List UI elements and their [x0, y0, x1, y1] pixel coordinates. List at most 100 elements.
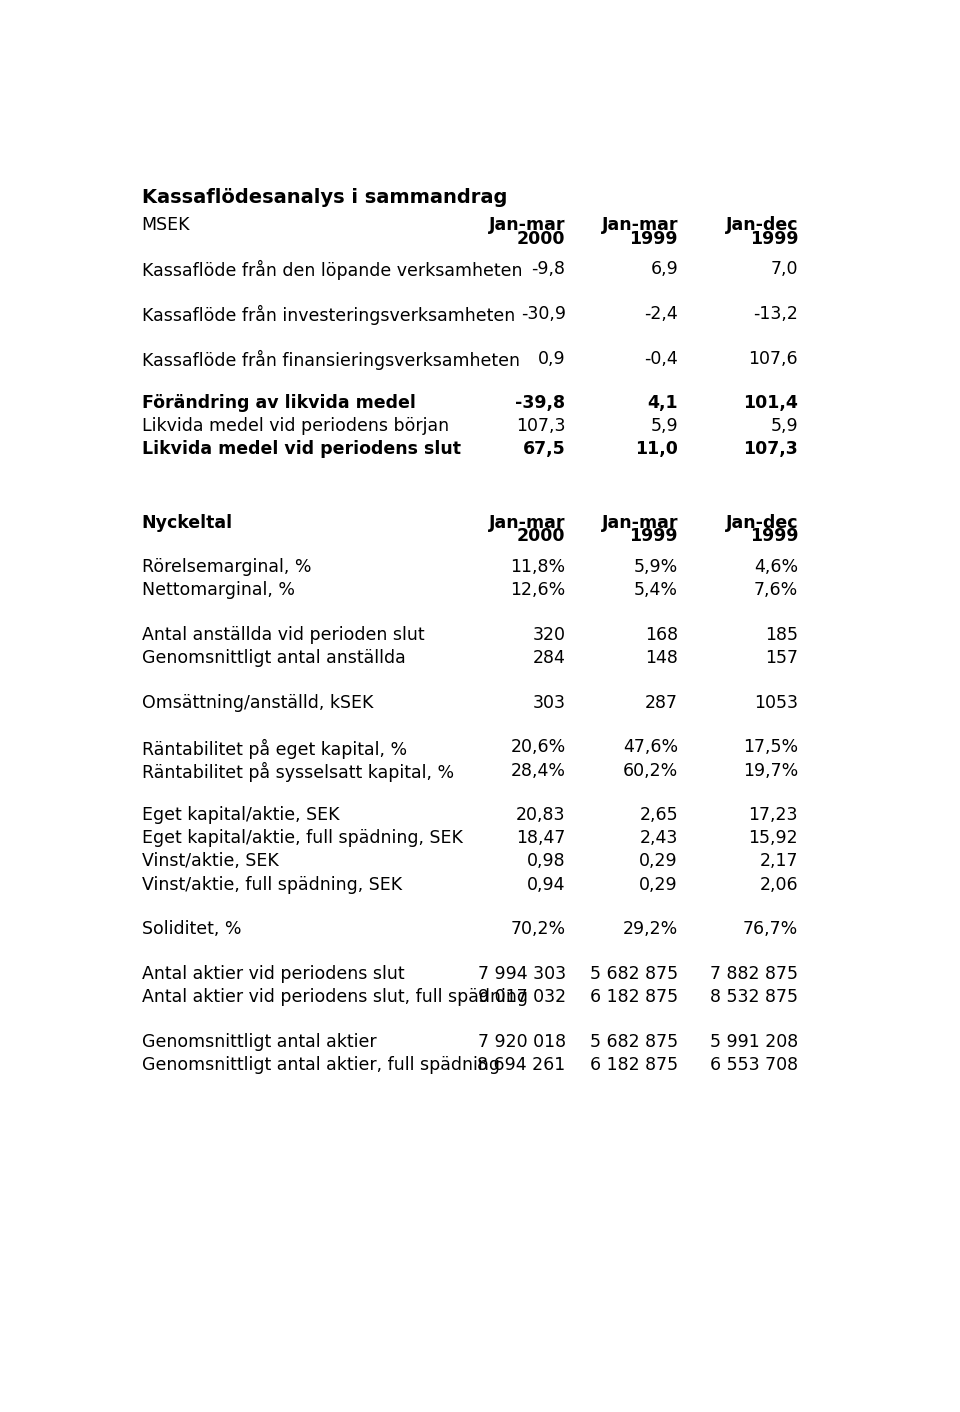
Text: 0,29: 0,29: [639, 853, 678, 870]
Text: 0,94: 0,94: [527, 875, 565, 894]
Text: 168: 168: [645, 626, 678, 644]
Text: 67,5: 67,5: [523, 441, 565, 459]
Text: 185: 185: [765, 626, 798, 644]
Text: Nyckeltal: Nyckeltal: [142, 514, 233, 532]
Text: Omsättning/anställd, kSEK: Omsättning/anställd, kSEK: [142, 693, 373, 712]
Text: 5,4%: 5,4%: [634, 582, 678, 599]
Text: Antal aktier vid periodens slut: Antal aktier vid periodens slut: [142, 964, 404, 983]
Text: 284: 284: [533, 650, 565, 666]
Text: Jan-mar: Jan-mar: [490, 216, 565, 233]
Text: 19,7%: 19,7%: [743, 761, 798, 779]
Text: 287: 287: [645, 693, 678, 712]
Text: Kassaflöde från den löpande verksamheten: Kassaflöde från den löpande verksamheten: [142, 260, 522, 281]
Text: 8 532 875: 8 532 875: [710, 988, 798, 1005]
Text: 6 182 875: 6 182 875: [589, 988, 678, 1005]
Text: Genomsnittligt antal anställda: Genomsnittligt antal anställda: [142, 650, 405, 666]
Text: 17,23: 17,23: [749, 806, 798, 825]
Text: Räntabilitet på eget kapital, %: Räntabilitet på eget kapital, %: [142, 738, 407, 758]
Text: Förändring av likvida medel: Förändring av likvida medel: [142, 394, 416, 412]
Text: 7 920 018: 7 920 018: [477, 1032, 565, 1051]
Text: 0,98: 0,98: [527, 853, 565, 870]
Text: 29,2%: 29,2%: [623, 921, 678, 938]
Text: Antal anställda vid perioden slut: Antal anställda vid perioden slut: [142, 626, 424, 644]
Text: Soliditet, %: Soliditet, %: [142, 921, 241, 938]
Text: Jan-mar: Jan-mar: [490, 514, 565, 532]
Text: Eget kapital/aktie, full spädning, SEK: Eget kapital/aktie, full spädning, SEK: [142, 829, 463, 847]
Text: Eget kapital/aktie, SEK: Eget kapital/aktie, SEK: [142, 806, 339, 825]
Text: 7 994 303: 7 994 303: [477, 964, 565, 983]
Text: 7,0: 7,0: [771, 260, 798, 278]
Text: 11,8%: 11,8%: [511, 558, 565, 576]
Text: 4,1: 4,1: [647, 394, 678, 412]
Text: 2000: 2000: [517, 230, 565, 247]
Text: 5 682 875: 5 682 875: [589, 964, 678, 983]
Text: 60,2%: 60,2%: [623, 761, 678, 779]
Text: 15,92: 15,92: [749, 829, 798, 847]
Text: MSEK: MSEK: [142, 216, 190, 233]
Text: 6 182 875: 6 182 875: [589, 1056, 678, 1073]
Text: 101,4: 101,4: [743, 394, 798, 412]
Text: 8 694 261: 8 694 261: [477, 1056, 565, 1073]
Text: 2000: 2000: [517, 528, 565, 545]
Text: 20,83: 20,83: [516, 806, 565, 825]
Text: -2,4: -2,4: [644, 305, 678, 323]
Text: 5,9: 5,9: [650, 418, 678, 435]
Text: 1999: 1999: [630, 528, 678, 545]
Text: Jan-mar: Jan-mar: [602, 514, 678, 532]
Text: 320: 320: [533, 626, 565, 644]
Text: 0,9: 0,9: [538, 350, 565, 367]
Text: 0,29: 0,29: [639, 875, 678, 894]
Text: 5 991 208: 5 991 208: [709, 1032, 798, 1051]
Text: Rörelsemarginal, %: Rörelsemarginal, %: [142, 558, 311, 576]
Text: Genomsnittligt antal aktier: Genomsnittligt antal aktier: [142, 1032, 376, 1051]
Text: Vinst/aktie, SEK: Vinst/aktie, SEK: [142, 853, 278, 870]
Text: 157: 157: [765, 650, 798, 666]
Text: Vinst/aktie, full spädning, SEK: Vinst/aktie, full spädning, SEK: [142, 875, 402, 894]
Text: 2,43: 2,43: [639, 829, 678, 847]
Text: -0,4: -0,4: [644, 350, 678, 367]
Text: 148: 148: [645, 650, 678, 666]
Text: 5,9: 5,9: [771, 418, 798, 435]
Text: 70,2%: 70,2%: [511, 921, 565, 938]
Text: -30,9: -30,9: [520, 305, 565, 323]
Text: -9,8: -9,8: [532, 260, 565, 278]
Text: 107,3: 107,3: [743, 441, 798, 459]
Text: Likvida medel vid periodens början: Likvida medel vid periodens början: [142, 418, 449, 435]
Text: 11,0: 11,0: [636, 441, 678, 459]
Text: Kassaflöde från finansieringsverksamheten: Kassaflöde från finansieringsverksamhete…: [142, 350, 519, 370]
Text: Antal aktier vid periodens slut, full spädning: Antal aktier vid periodens slut, full sp…: [142, 988, 528, 1005]
Text: 47,6%: 47,6%: [623, 738, 678, 757]
Text: 2,17: 2,17: [759, 853, 798, 870]
Text: 12,6%: 12,6%: [511, 582, 565, 599]
Text: Räntabilitet på sysselsatt kapital, %: Räntabilitet på sysselsatt kapital, %: [142, 761, 454, 782]
Text: 18,47: 18,47: [516, 829, 565, 847]
Text: Kassaflöde från investeringsverksamheten: Kassaflöde från investeringsverksamheten: [142, 305, 515, 325]
Text: Likvida medel vid periodens slut: Likvida medel vid periodens slut: [142, 441, 461, 459]
Text: 6,9: 6,9: [650, 260, 678, 278]
Text: 7 882 875: 7 882 875: [710, 964, 798, 983]
Text: 5,9%: 5,9%: [634, 558, 678, 576]
Text: 303: 303: [533, 693, 565, 712]
Text: 2,65: 2,65: [639, 806, 678, 825]
Text: Jan-dec: Jan-dec: [726, 216, 798, 233]
Text: -39,8: -39,8: [516, 394, 565, 412]
Text: 107,6: 107,6: [749, 350, 798, 367]
Text: 1053: 1053: [755, 693, 798, 712]
Text: -13,2: -13,2: [754, 305, 798, 323]
Text: Jan-mar: Jan-mar: [602, 216, 678, 233]
Text: 76,7%: 76,7%: [743, 921, 798, 938]
Text: Genomsnittligt antal aktier, full spädning: Genomsnittligt antal aktier, full spädni…: [142, 1056, 500, 1073]
Text: Jan-dec: Jan-dec: [726, 514, 798, 532]
Text: 17,5%: 17,5%: [743, 738, 798, 757]
Text: Kassaflödesanalys i sammandrag: Kassaflödesanalys i sammandrag: [142, 188, 507, 208]
Text: 4,6%: 4,6%: [754, 558, 798, 576]
Text: 6 553 708: 6 553 708: [710, 1056, 798, 1073]
Text: Nettomarginal, %: Nettomarginal, %: [142, 582, 295, 599]
Text: 5 682 875: 5 682 875: [589, 1032, 678, 1051]
Text: 20,6%: 20,6%: [511, 738, 565, 757]
Text: 107,3: 107,3: [516, 418, 565, 435]
Text: 1999: 1999: [630, 230, 678, 247]
Text: 7,6%: 7,6%: [754, 582, 798, 599]
Text: 28,4%: 28,4%: [511, 761, 565, 779]
Text: 1999: 1999: [750, 230, 798, 247]
